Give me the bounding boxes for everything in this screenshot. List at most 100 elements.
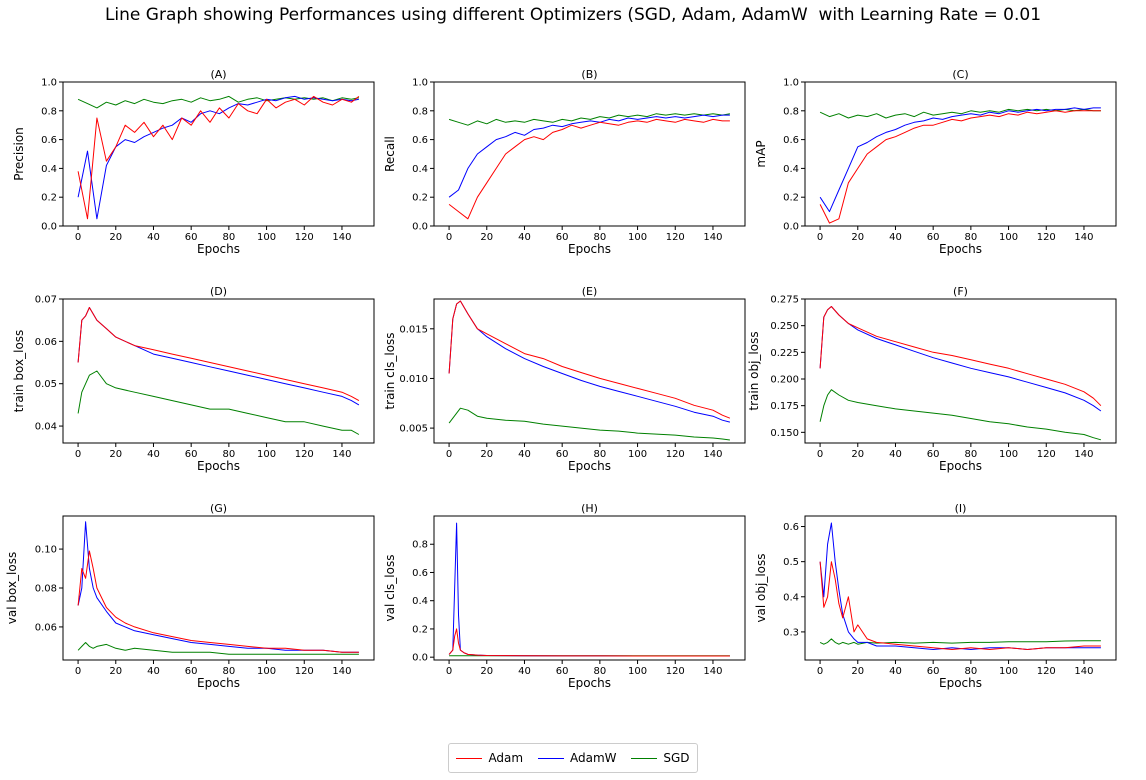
y-tick-label-f-0: 0.150 (770, 428, 799, 439)
x-tick-label-h-7: 140 (703, 666, 722, 677)
y-tick-label-b-2: 0.4 (412, 164, 428, 175)
y-axis-label-e: train cls_loss (383, 332, 397, 409)
x-tick-label-a-6: 120 (295, 232, 314, 243)
series-line-g-adamw (77, 521, 359, 653)
x-tick-label-d-5: 100 (257, 449, 276, 460)
y-tick-label-e-0: 0.005 (399, 424, 428, 435)
y-tick-label-i-1: 0.4 (783, 592, 799, 603)
chart-title-a: (A) (210, 68, 226, 81)
series-group-g (77, 521, 359, 655)
x-axis-label-c: Epochs (939, 242, 982, 256)
x-tick-label-g-3: 60 (185, 666, 198, 677)
y-tick-label-f-4: 0.250 (770, 321, 799, 332)
y-tick-label-f-1: 0.175 (770, 401, 799, 412)
plot-frame-f (804, 298, 1117, 444)
series-line-g-sgd (77, 642, 359, 655)
x-tick-label-e-5: 100 (628, 449, 647, 460)
x-tick-label-a-1: 20 (109, 232, 122, 243)
x-tick-label-b-5: 100 (628, 232, 647, 243)
y-tick-label-a-5: 1.0 (41, 78, 57, 89)
legend-swatch-adam (456, 757, 483, 759)
chart-panel-d: 0 20 40 60 80 100 120 140 0.04 0.05 0.06 0.07 (D) Epo… (12, 285, 375, 473)
x-tick-label-i-1: 20 (851, 666, 864, 677)
x-tick-label-e-4: 80 (593, 449, 606, 460)
y-tick-label-i-0: 0.3 (783, 627, 799, 638)
series-line-d-sgd (77, 370, 360, 435)
legend-swatch-adamw (537, 757, 564, 759)
y-tick-label-g-0: 0.06 (35, 622, 57, 633)
x-tick-label-i-4: 80 (964, 666, 977, 677)
x-tick-label-a-3: 60 (185, 232, 198, 243)
x-tick-label-b-4: 80 (593, 232, 606, 243)
y-tick-label-a-1: 0.2 (41, 193, 57, 204)
legend-swatch-sgd (631, 757, 658, 759)
chart-panel-g: 0 20 40 60 80 100 120 140 0.06 0.08 0.10 (G) Epochs v… (5, 502, 375, 690)
plot-frame-b (433, 81, 746, 227)
legend-label-adamw: AdamW (569, 751, 617, 765)
x-tick-label-g-4: 80 (222, 666, 235, 677)
y-tick-label-a-4: 0.8 (41, 106, 57, 117)
y-tick-label-b-4: 0.8 (412, 106, 428, 117)
x-tick-label-c-5: 100 (999, 232, 1018, 243)
legend-item-adamw: AdamW (537, 751, 617, 765)
x-tick-label-d-3: 60 (185, 449, 198, 460)
x-tick-label-i-0: 0 (817, 666, 823, 677)
legend-item-sgd: SGD (631, 751, 690, 765)
x-tick-label-d-6: 120 (295, 449, 314, 460)
x-tick-label-f-2: 40 (889, 449, 902, 460)
plot-frame-g (62, 515, 375, 661)
x-axis-label-a: Epochs (197, 242, 240, 256)
plot-frame-e (433, 298, 746, 444)
x-tick-label-a-0: 0 (75, 232, 81, 243)
chart-panel-f: 0 20 40 60 80 100 120 140 0.150 0.175 0.200 0.225 0.… (747, 285, 1117, 473)
x-tick-label-h-0: 0 (446, 666, 452, 677)
x-tick-label-c-4: 80 (964, 232, 977, 243)
x-axis-label-g: Epochs (197, 676, 240, 690)
y-tick-label-e-2: 0.015 (399, 324, 428, 335)
y-tick-label-e-1: 0.010 (399, 374, 428, 385)
y-tick-label-a-0: 0.0 (41, 222, 57, 233)
x-tick-label-b-6: 120 (666, 232, 685, 243)
x-tick-label-g-5: 100 (257, 666, 276, 677)
x-tick-label-i-7: 140 (1074, 666, 1093, 677)
x-tick-label-b-0: 0 (446, 232, 452, 243)
x-tick-label-i-2: 40 (889, 666, 902, 677)
y-axis-label-b: Recall (383, 136, 397, 172)
x-tick-label-g-1: 20 (109, 666, 122, 677)
series-group-e (448, 300, 731, 441)
series-line-e-sgd (448, 407, 730, 441)
x-tick-label-i-6: 120 (1037, 666, 1056, 677)
x-tick-label-a-5: 100 (257, 232, 276, 243)
x-tick-label-c-7: 140 (1074, 232, 1093, 243)
legend-label-sgd: SGD (663, 751, 690, 765)
series-group-a (77, 95, 360, 220)
y-tick-label-c-5: 1.0 (783, 78, 799, 89)
x-tick-label-d-2: 40 (147, 449, 160, 460)
x-tick-label-f-1: 20 (851, 449, 864, 460)
y-tick-label-d-2: 0.06 (35, 337, 57, 348)
series-line-c-adam (819, 110, 1101, 224)
chart-title-b: (B) (581, 68, 597, 81)
chart-grid: 0 20 40 60 80 100 120 140 0.0 0.2 0.4 0.6 0.8 1.0 (A) E… (5, 68, 1117, 690)
figure-title: Line Graph showing Performances using di… (104, 5, 1042, 25)
series-line-a-adam (77, 95, 360, 220)
x-tick-label-h-2: 40 (518, 666, 531, 677)
x-tick-label-g-2: 40 (147, 666, 160, 677)
y-tick-label-d-0: 0.04 (35, 422, 57, 433)
y-tick-label-g-1: 0.08 (35, 584, 57, 595)
x-axis-label-b: Epochs (568, 242, 611, 256)
x-tick-label-h-3: 60 (556, 666, 569, 677)
series-group-d (77, 307, 360, 435)
y-tick-label-a-3: 0.6 (41, 135, 57, 146)
series-line-a-adamw (77, 95, 359, 220)
series-group-i (819, 522, 1101, 650)
x-tick-label-e-1: 20 (480, 449, 493, 460)
plot-frame-i (804, 515, 1117, 661)
chart-title-g: (G) (210, 502, 227, 515)
chart-title-f: (F) (953, 285, 968, 298)
y-axis-label-h: val cls_loss (383, 555, 397, 622)
series-line-h-adam (448, 628, 730, 657)
x-tick-label-d-4: 80 (222, 449, 235, 460)
x-tick-label-b-7: 140 (703, 232, 722, 243)
x-tick-label-b-1: 20 (480, 232, 493, 243)
